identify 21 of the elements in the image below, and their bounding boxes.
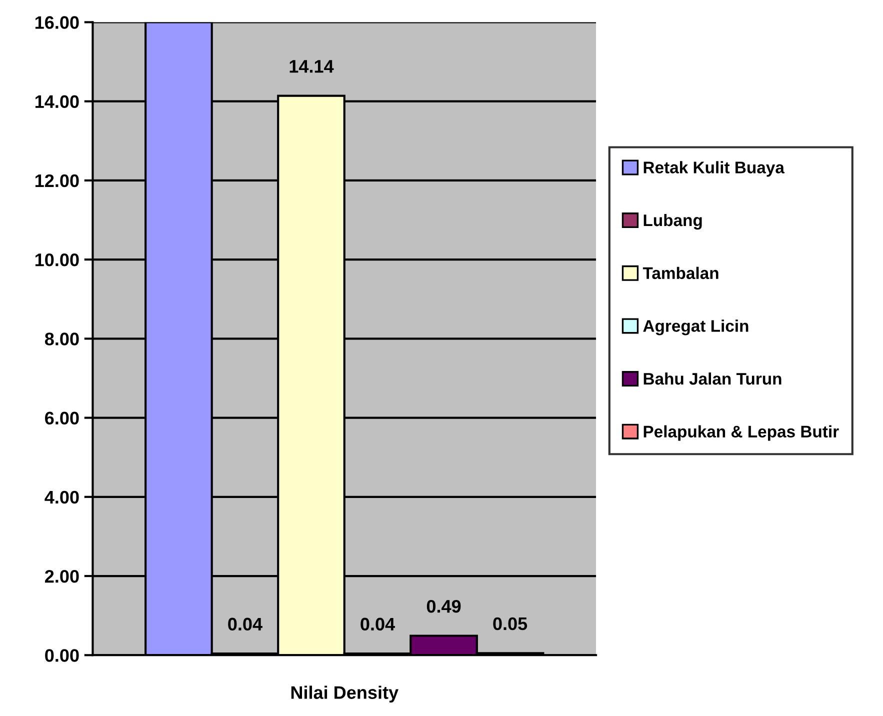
y-tick-label: 10.00	[35, 253, 79, 266]
legend-label: Pelapukan & Lepas Butir	[644, 425, 839, 441]
legend-label: Tambalan	[642, 266, 718, 280]
legend-label: Retak Kulit Buaya	[644, 161, 785, 177]
y-tick-label: 8.00	[44, 332, 79, 346]
data-label: 0.04	[228, 618, 262, 631]
legend-label: Agregat Licin	[643, 320, 748, 336]
y-tick-label: 12.00	[35, 174, 79, 188]
legend-label: Lubang	[644, 214, 702, 230]
y-tick-label: 4.00	[44, 490, 79, 504]
y-tick-label: 2.00	[45, 570, 79, 583]
legend-label: Bahu Jalan Turun	[644, 372, 782, 385]
data-label: 0.05	[493, 617, 528, 630]
data-label: 14.14	[290, 60, 334, 73]
data-label: 0.04	[360, 618, 395, 631]
y-tick-label: 6.00	[45, 412, 79, 425]
data-label: 0.49	[426, 600, 461, 613]
y-tick-label: 16.00	[35, 16, 79, 29]
x-tick-label: Nilai Density	[291, 686, 398, 703]
y-tick-label: 14.00	[35, 95, 79, 108]
y-tick-label: 0.00	[45, 649, 79, 662]
